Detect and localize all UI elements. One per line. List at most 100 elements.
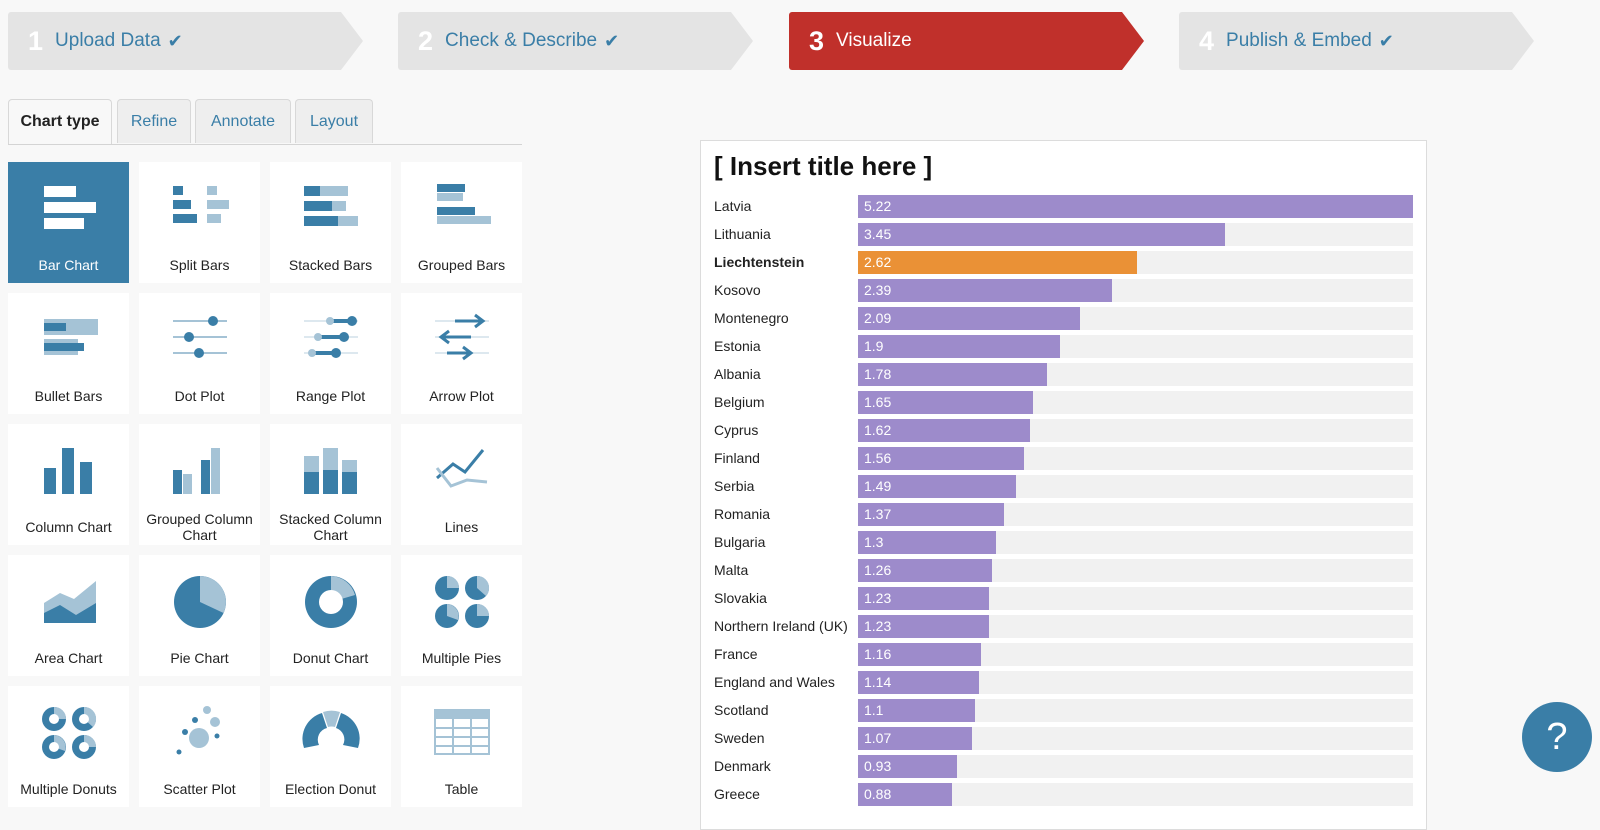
bar-row: Albania 1.78 bbox=[701, 361, 1428, 389]
chart-type-arrow-plot[interactable]: Arrow Plot bbox=[401, 293, 522, 414]
chart-type-pie-chart[interactable]: Pie Chart bbox=[139, 555, 260, 676]
chart-type-label: Pie Chart bbox=[170, 650, 229, 666]
value-label: 1.65 bbox=[864, 394, 892, 410]
category-label: Belgium bbox=[714, 394, 765, 410]
bar-row: Montenegro 2.09 bbox=[701, 305, 1428, 333]
help-button[interactable]: ? bbox=[1522, 702, 1592, 772]
value-label: 0.88 bbox=[864, 786, 892, 802]
bar: 1.49 bbox=[858, 475, 1016, 498]
chart-type-grouped-column-chart[interactable]: Grouped Column Chart bbox=[139, 424, 260, 545]
split-bars-icon bbox=[172, 186, 229, 223]
chart-type-label: Split Bars bbox=[169, 257, 230, 273]
chart-type-stacked-bars[interactable]: Stacked Bars bbox=[270, 162, 391, 283]
bar: 1.9 bbox=[858, 335, 1060, 358]
chart-type-donut-chart[interactable]: Donut Chart bbox=[270, 555, 391, 676]
value-label: 3.45 bbox=[864, 226, 892, 242]
step-visualize[interactable]: 3 Visualize bbox=[789, 12, 1144, 70]
bar: 1.65 bbox=[858, 391, 1033, 414]
bar: 1.23 bbox=[858, 587, 989, 610]
chart-type-label: Bar Chart bbox=[38, 257, 99, 273]
bar-row: Bulgaria 1.3 bbox=[701, 529, 1428, 557]
bar-row: Estonia 1.9 bbox=[701, 333, 1428, 361]
bar: 1.78 bbox=[858, 363, 1047, 386]
bar-track: 3.45 bbox=[858, 223, 1413, 246]
category-label: Kosovo bbox=[714, 282, 761, 298]
chart-type-column-chart[interactable]: Column Chart bbox=[8, 424, 129, 545]
chart-type-multiple-donuts[interactable]: Multiple Donuts bbox=[8, 686, 129, 807]
chart-type-area-chart[interactable]: Area Chart bbox=[8, 555, 129, 676]
chart-type-bullet-bars[interactable]: Bullet Bars bbox=[8, 293, 129, 414]
chart-type-range-plot[interactable]: Range Plot bbox=[270, 293, 391, 414]
value-label: 2.62 bbox=[864, 254, 892, 270]
chart-type-label: Table bbox=[444, 781, 479, 797]
value-label: 1.23 bbox=[864, 590, 892, 606]
step-number: 4 bbox=[1199, 25, 1215, 56]
chart-type-table[interactable]: Table bbox=[401, 686, 522, 807]
chart-type-split-bars[interactable]: Split Bars bbox=[139, 162, 260, 283]
area-chart-icon bbox=[43, 581, 96, 623]
chart-type-election-donut[interactable]: Election Donut bbox=[270, 686, 391, 807]
chart-type-lines[interactable]: Lines bbox=[401, 424, 522, 545]
bar-track: 1.78 bbox=[858, 363, 1413, 386]
category-label: Montenegro bbox=[714, 310, 789, 326]
step-upload-data[interactable]: 1 Upload Data ✔ bbox=[8, 12, 363, 70]
stacked-column-chart-icon bbox=[303, 448, 357, 494]
step-label: Publish & Embed bbox=[1226, 30, 1372, 51]
chart-type-grouped-bars[interactable]: Grouped Bars bbox=[401, 162, 522, 283]
value-label: 2.09 bbox=[864, 310, 892, 326]
bar-track: 1.07 bbox=[858, 727, 1413, 750]
category-label: Slovakia bbox=[714, 590, 767, 606]
step-check-describe[interactable]: 2 Check & Describe ✔ bbox=[398, 12, 753, 70]
bar-row: Denmark 0.93 bbox=[701, 753, 1428, 781]
value-label: 1.49 bbox=[864, 478, 892, 494]
step-publish-embed[interactable]: 4 Publish & Embed ✔ bbox=[1179, 12, 1534, 70]
chart-preview: [ Insert title here ] Latvia 5.22 Lithuani… bbox=[700, 140, 1427, 830]
bar-track: 2.39 bbox=[858, 279, 1413, 302]
column-chart-icon bbox=[43, 448, 92, 494]
arrow-plot-icon bbox=[434, 313, 489, 361]
bar-row: France 1.16 bbox=[701, 641, 1428, 669]
bar: 1.56 bbox=[858, 447, 1024, 470]
chart-type-label: Donut Chart bbox=[292, 650, 369, 666]
category-label: Liechtenstein bbox=[714, 254, 805, 270]
bar-track: 1.56 bbox=[858, 447, 1413, 470]
bar: 1.16 bbox=[858, 643, 981, 666]
bar: 1.1 bbox=[858, 699, 975, 722]
bar: 5.22 bbox=[858, 195, 1413, 218]
chart-type-scatter-plot[interactable]: Scatter Plot bbox=[139, 686, 260, 807]
chart-type-stacked-column-chart[interactable]: Stacked Column Chart bbox=[270, 424, 391, 545]
tab-refine[interactable]: Refine bbox=[117, 99, 191, 143]
chart-type-multiple-pies[interactable]: Multiple Pies bbox=[401, 555, 522, 676]
category-label: England and Wales bbox=[714, 674, 835, 690]
bar-track: 1.3 bbox=[858, 531, 1413, 554]
bar-track: 1.49 bbox=[858, 475, 1413, 498]
bar-track: 5.22 bbox=[858, 195, 1413, 218]
step-label: Visualize bbox=[836, 30, 912, 51]
tab-annotate[interactable]: Annotate bbox=[195, 99, 291, 143]
bar-row: Kosovo 2.39 bbox=[701, 277, 1428, 305]
value-label: 1.26 bbox=[864, 562, 892, 578]
value-label: 1.78 bbox=[864, 366, 892, 382]
tab-layout[interactable]: Layout bbox=[295, 99, 373, 143]
bar-row: Belgium 1.65 bbox=[701, 389, 1428, 417]
tab-chart-type[interactable]: Chart type bbox=[8, 99, 112, 144]
category-label: Sweden bbox=[714, 730, 765, 746]
value-label: 1.9 bbox=[864, 338, 884, 354]
bar-track: 1.26 bbox=[858, 559, 1413, 582]
bar-track: 1.1 bbox=[858, 699, 1413, 722]
bar-row: Slovakia 1.23 bbox=[701, 585, 1428, 613]
bar-row: Liechtenstein 2.62 bbox=[701, 249, 1428, 277]
bar-row: Lithuania 3.45 bbox=[701, 221, 1428, 249]
bar-row: Scotland 1.1 bbox=[701, 697, 1428, 725]
value-label: 1.62 bbox=[864, 422, 892, 438]
bar: 1.3 bbox=[858, 531, 996, 554]
bar: 1.26 bbox=[858, 559, 992, 582]
chart-type-label: Lines bbox=[444, 519, 479, 535]
chart-type-bar-chart[interactable]: Bar Chart bbox=[8, 162, 129, 283]
bar-row: Northern Ireland (UK) 1.23 bbox=[701, 613, 1428, 641]
grouped-bars-icon bbox=[436, 184, 491, 224]
chart-type-dot-plot[interactable]: Dot Plot bbox=[139, 293, 260, 414]
chart-type-label: Grouped Column Chart bbox=[146, 511, 253, 543]
bar-track: 1.23 bbox=[858, 587, 1413, 610]
chart-type-label: Grouped Bars bbox=[417, 257, 506, 273]
